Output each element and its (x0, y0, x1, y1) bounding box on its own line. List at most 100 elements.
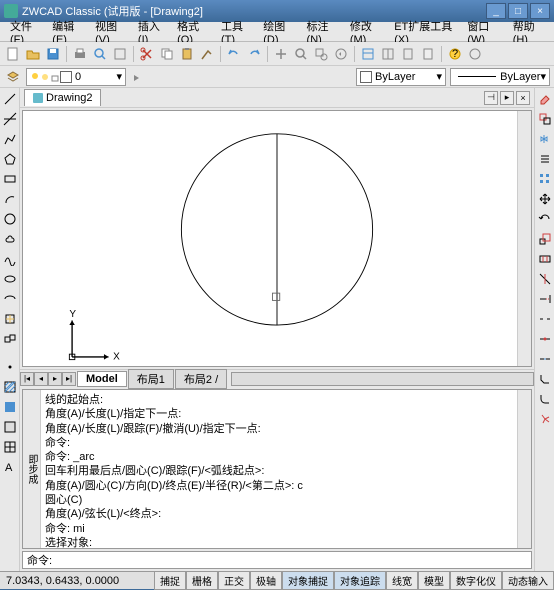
offset-button[interactable] (536, 150, 554, 168)
insert-button[interactable] (1, 310, 19, 328)
array-button[interactable] (536, 170, 554, 188)
pan-button[interactable] (272, 45, 290, 63)
chamfer-button[interactable] (536, 370, 554, 388)
status-对象追踪[interactable]: 对象追踪 (334, 571, 386, 590)
cut-button[interactable] (138, 45, 156, 63)
command-line: 角度(A)/长度(L)/跟踪(F)/撤消(U)/指定下一点: (45, 422, 513, 436)
region-button[interactable] (1, 418, 19, 436)
command-line: 圆心(C) (45, 493, 513, 507)
design-center-button[interactable] (379, 45, 397, 63)
match-button[interactable] (198, 45, 216, 63)
rectangle-button[interactable] (1, 170, 19, 188)
layer-prev-button[interactable] (130, 68, 148, 86)
color-swatch (360, 71, 372, 83)
about-button[interactable] (466, 45, 484, 63)
status-动态输入[interactable]: 动态输入 (502, 571, 554, 590)
status-捕捉[interactable]: 捕捉 (154, 571, 186, 590)
tab-model[interactable]: Model (77, 371, 127, 387)
properties-button[interactable] (359, 45, 377, 63)
status-模型[interactable]: 模型 (418, 571, 450, 590)
gradient-button[interactable] (1, 398, 19, 416)
hatch-button[interactable] (1, 378, 19, 396)
doc-tab-drawing2[interactable]: Drawing2 (24, 89, 101, 106)
cmd-scrollbar[interactable] (517, 390, 531, 548)
tab-layout1[interactable]: 布局1 (128, 369, 174, 389)
rotate-button[interactable] (536, 210, 554, 228)
calc-button[interactable] (419, 45, 437, 63)
color-dropdown[interactable]: ByLayer ▾ (356, 68, 446, 86)
erase-button[interactable] (536, 90, 554, 108)
zoom-window-button[interactable] (312, 45, 330, 63)
paste-button[interactable] (178, 45, 196, 63)
linetype-dropdown[interactable]: ByLayer ▾ (450, 68, 550, 86)
pin-button[interactable]: ⊣ (484, 91, 498, 105)
status-线宽[interactable]: 线宽 (386, 571, 418, 590)
layer-manager-button[interactable] (4, 68, 22, 86)
explode-button[interactable] (536, 410, 554, 428)
move-button[interactable] (536, 190, 554, 208)
ellipse-arc-button[interactable] (1, 290, 19, 308)
save-button[interactable] (44, 45, 62, 63)
layer-name: 0 (75, 71, 81, 83)
line-button[interactable] (1, 90, 19, 108)
vertical-scrollbar[interactable] (517, 111, 531, 366)
mtext-button[interactable]: A (1, 458, 19, 476)
status-对象捕捉[interactable]: 对象捕捉 (282, 571, 334, 590)
new-button[interactable] (4, 45, 22, 63)
status-极轴[interactable]: 极轴 (250, 571, 282, 590)
extend-button[interactable] (536, 290, 554, 308)
trim-button[interactable] (536, 270, 554, 288)
join-button[interactable] (536, 350, 554, 368)
circle-button[interactable] (1, 210, 19, 228)
drawing-canvas[interactable]: X Y (22, 110, 532, 367)
layer-dropdown[interactable]: 0 ▾ (26, 68, 126, 86)
polyline-button[interactable] (1, 130, 19, 148)
polygon-button[interactable] (1, 150, 19, 168)
redo-button[interactable] (245, 45, 263, 63)
tool-palette-button[interactable] (399, 45, 417, 63)
print-button[interactable] (71, 45, 89, 63)
scale-button[interactable] (536, 230, 554, 248)
command-prompt: 命令: (27, 552, 52, 568)
command-text[interactable]: 线的起始点:角度(A)/长度(L)/指定下一点:角度(A)/长度(L)/跟踪(F… (41, 390, 517, 548)
zoom-prev-button[interactable] (332, 45, 350, 63)
revcloud-button[interactable] (1, 230, 19, 248)
copy-button[interactable] (158, 45, 176, 63)
preview-button[interactable] (91, 45, 109, 63)
tab-prev-button[interactable]: ◂ (34, 372, 48, 386)
block-button[interactable] (1, 330, 19, 348)
table-button[interactable] (1, 438, 19, 456)
status-正交[interactable]: 正交 (218, 571, 250, 590)
status-栅格[interactable]: 栅格 (186, 571, 218, 590)
help-button[interactable]: ? (446, 45, 464, 63)
freeze-icon (40, 72, 50, 82)
break-point-button[interactable] (536, 330, 554, 348)
undo-button[interactable] (225, 45, 243, 63)
point-button[interactable] (1, 358, 19, 376)
xline-button[interactable] (1, 110, 19, 128)
mirror-button[interactable] (536, 130, 554, 148)
copy-obj-button[interactable] (536, 110, 554, 128)
spline-button[interactable] (1, 250, 19, 268)
fillet-button[interactable] (536, 390, 554, 408)
ellipse-button[interactable] (1, 270, 19, 288)
arc-button[interactable] (1, 190, 19, 208)
stretch-button[interactable] (536, 250, 554, 268)
open-button[interactable] (24, 45, 42, 63)
command-input[interactable]: 命令: (22, 551, 532, 569)
layout-tabs: |◂ ◂ ▸ ▸| Model 布局1 布局2 / (20, 369, 534, 387)
status-数字化仪[interactable]: 数字化仪 (450, 571, 502, 590)
publish-button[interactable] (111, 45, 129, 63)
horizontal-scrollbar[interactable] (231, 372, 534, 386)
document-tabs: Drawing2 ⊣ ▸ × (20, 88, 534, 108)
break-button[interactable] (536, 310, 554, 328)
y-axis-label: Y (69, 309, 76, 320)
doc-close-button[interactable]: × (516, 91, 530, 105)
doc-restore-button[interactable]: ▸ (500, 91, 514, 105)
tab-last-button[interactable]: ▸| (62, 372, 76, 386)
tab-next-button[interactable]: ▸ (48, 372, 62, 386)
command-line: 角度(A)/弦长(L)/<终点>: (45, 507, 513, 521)
zoom-realtime-button[interactable] (292, 45, 310, 63)
tab-first-button[interactable]: |◂ (20, 372, 34, 386)
tab-layout2[interactable]: 布局2 / (175, 369, 227, 389)
